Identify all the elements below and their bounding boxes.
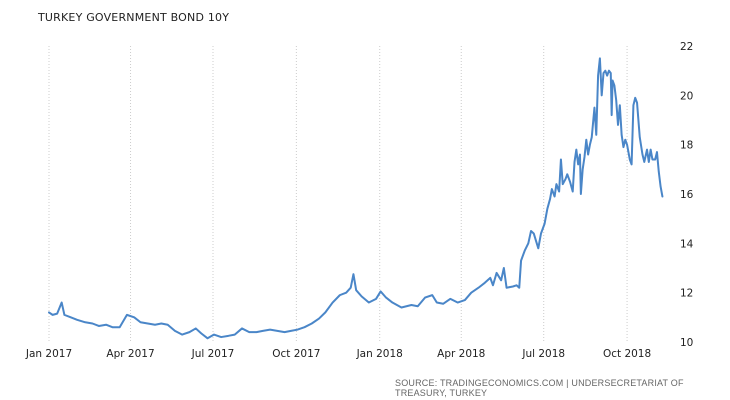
x-tick-label-1: Apr 2017 <box>106 348 154 360</box>
y-tick-label-6: 22 <box>680 41 693 53</box>
y-tick-label-0: 10 <box>680 337 693 349</box>
y-tick-label-2: 14 <box>680 238 694 250</box>
y-tick-label-4: 18 <box>680 140 693 152</box>
y-tick-label-3: 16 <box>680 189 694 201</box>
grid-layer <box>48 46 628 342</box>
y-tick-label-1: 12 <box>680 288 693 300</box>
series-line-0 <box>48 57 664 340</box>
series-layer <box>48 57 664 340</box>
x-tick-label-7: Oct 2018 <box>603 348 651 360</box>
axis-layer: Jan 2017 Apr 2017 Jul 2017 Oct 2017 Jan 2018… <box>25 41 694 360</box>
source-note: SOURCE: TRADINGECONOMICS.COM | UNDERSECR… <box>395 378 684 398</box>
chart-title: TURKEY GOVERNMENT BOND 10Y <box>38 11 230 24</box>
x-tick-label-2: Jul 2017 <box>191 348 235 360</box>
x-tick-label-4: Jan 2018 <box>356 348 403 360</box>
x-tick-label-6: Jul 2018 <box>521 348 565 360</box>
x-tick-label-3: Oct 2017 <box>272 348 320 360</box>
x-tick-label-0: Jan 2017 <box>25 348 72 360</box>
x-tick-label-5: Apr 2018 <box>437 348 485 360</box>
y-tick-label-5: 20 <box>680 90 693 102</box>
